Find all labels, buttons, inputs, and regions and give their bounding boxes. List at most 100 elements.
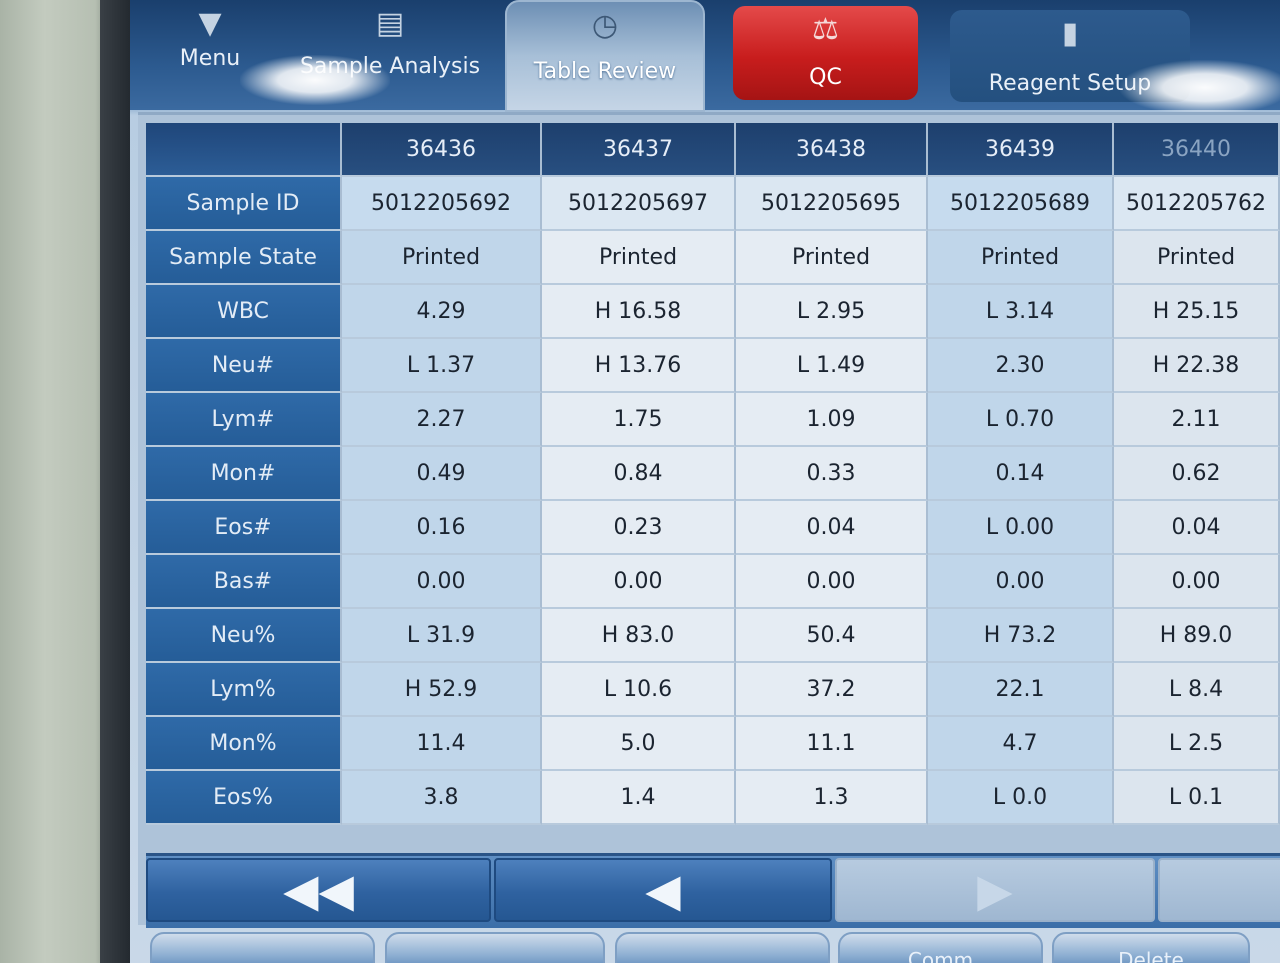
screen-glare	[240, 55, 390, 105]
table-cell[interactable]: Printed	[736, 231, 928, 285]
column-header-36439[interactable]: 36439	[928, 123, 1114, 177]
first-page-button[interactable]: ◀◀	[146, 858, 491, 922]
table-cell[interactable]: L 0.1	[1114, 771, 1280, 825]
reagent-bottle-icon: ▮	[1061, 16, 1079, 51]
table-cell[interactable]: 5012205689	[928, 177, 1114, 231]
table-cell[interactable]: 0.00	[342, 555, 542, 609]
table-cell[interactable]: 0.84	[542, 447, 736, 501]
table-cell[interactable]: 0.23	[542, 501, 736, 555]
table-cell[interactable]: H 13.76	[542, 339, 736, 393]
tab-qc-label: QC	[809, 65, 842, 90]
table-row: Lym# 2.27 1.75 1.09 L 0.70 2.11	[146, 393, 1280, 447]
table-cell[interactable]: L 0.00	[928, 501, 1114, 555]
table-cell[interactable]: Printed	[342, 231, 542, 285]
table-cell[interactable]: L 8.4	[1114, 663, 1280, 717]
table-cell[interactable]: Printed	[542, 231, 736, 285]
table-cell[interactable]: 4.29	[342, 285, 542, 339]
comm-button[interactable]: Comm	[838, 932, 1043, 963]
table-cell[interactable]: 5012205695	[736, 177, 928, 231]
table-cell[interactable]: H 83.0	[542, 609, 736, 663]
column-header-36437[interactable]: 36437	[542, 123, 736, 177]
table-cell[interactable]: H 16.58	[542, 285, 736, 339]
prev-page-button[interactable]: ◀	[494, 858, 832, 922]
column-header-36440[interactable]: 36440	[1114, 123, 1280, 177]
row-label: Bas#	[146, 555, 342, 609]
table-cell[interactable]: L 3.14	[928, 285, 1114, 339]
table-cell[interactable]: L 0.70	[928, 393, 1114, 447]
tab-table-review-label: Table Review	[533, 59, 677, 84]
table-cell[interactable]: 0.62	[1114, 447, 1280, 501]
table-cell[interactable]: H 73.2	[928, 609, 1114, 663]
table-cell[interactable]: L 1.37	[342, 339, 542, 393]
table-row: Sample ID 5012205692 5012205697 5012205695 5…	[146, 177, 1280, 231]
table-cell[interactable]: H 22.38	[1114, 339, 1280, 393]
table-cell[interactable]: L 1.49	[736, 339, 928, 393]
table-cell[interactable]: H 52.9	[342, 663, 542, 717]
row-label: Eos#	[146, 501, 342, 555]
chevron-down-icon: ▼	[198, 6, 222, 41]
table-cell[interactable]: Printed	[1114, 231, 1280, 285]
table-cell[interactable]: H 89.0	[1114, 609, 1280, 663]
table-cell[interactable]: L 2.5	[1114, 717, 1280, 771]
table-cell[interactable]: 0.00	[1114, 555, 1280, 609]
bottom-button-1[interactable]	[150, 932, 375, 963]
table-cell[interactable]: L 2.95	[736, 285, 928, 339]
table-cell[interactable]: 0.14	[928, 447, 1114, 501]
table-cell[interactable]: 0.16	[342, 501, 542, 555]
table-cell[interactable]: 5012205697	[542, 177, 736, 231]
pager-bar: ◀◀ ◀ ▶	[146, 853, 1280, 928]
table-cell[interactable]: 0.33	[736, 447, 928, 501]
table-cell[interactable]: Printed	[928, 231, 1114, 285]
table-cell[interactable]: 2.30	[928, 339, 1114, 393]
bottom-button-2[interactable]	[385, 932, 605, 963]
next-page-button[interactable]: ▶	[835, 858, 1155, 922]
column-header-36436[interactable]: 36436	[342, 123, 542, 177]
left-arrow-icon: ◀	[645, 863, 681, 917]
table-cell[interactable]: 4.7	[928, 717, 1114, 771]
table-row: Neu% L 31.9 H 83.0 50.4 H 73.2 H 89.0	[146, 609, 1280, 663]
bottom-button-3[interactable]	[615, 932, 830, 963]
row-label: Lym%	[146, 663, 342, 717]
table-cell[interactable]: 5012205692	[342, 177, 542, 231]
last-page-button[interactable]	[1158, 858, 1280, 922]
tab-table-review[interactable]: ◷ Table Review	[505, 0, 705, 112]
table-cell[interactable]: 0.49	[342, 447, 542, 501]
table-cell[interactable]: 0.00	[736, 555, 928, 609]
table-cell[interactable]: 3.8	[342, 771, 542, 825]
table-row: Neu# L 1.37 H 13.76 L 1.49 2.30 H 22.38	[146, 339, 1280, 393]
table-cell[interactable]: 1.3	[736, 771, 928, 825]
table-row: Bas# 0.00 0.00 0.00 0.00 0.00	[146, 555, 1280, 609]
table-cell[interactable]: 1.09	[736, 393, 928, 447]
results-table: 36436 36437 36438 36439 36440 Sample ID 5…	[146, 123, 1280, 825]
table-cell[interactable]: L 0.0	[928, 771, 1114, 825]
row-label: Neu#	[146, 339, 342, 393]
table-cell[interactable]: 2.27	[342, 393, 542, 447]
tab-menu[interactable]: ▼ Menu	[150, 0, 270, 105]
column-header-36438[interactable]: 36438	[736, 123, 928, 177]
table-cell[interactable]: 11.4	[342, 717, 542, 771]
table-cell[interactable]: 11.1	[736, 717, 928, 771]
table-cell[interactable]: 2.11	[1114, 393, 1280, 447]
table-cell[interactable]: 22.1	[928, 663, 1114, 717]
top-navigation: ▼ Menu ▤ Sample Analysis ◷ Table Review …	[130, 0, 1280, 115]
delete-button[interactable]: Delete	[1052, 932, 1250, 963]
table-cell[interactable]: 0.04	[736, 501, 928, 555]
table-cell[interactable]: 5.0	[542, 717, 736, 771]
table-cell[interactable]: 0.00	[928, 555, 1114, 609]
table-cell[interactable]: L 10.6	[542, 663, 736, 717]
table-cell[interactable]: 37.2	[736, 663, 928, 717]
table-cell[interactable]: 0.00	[542, 555, 736, 609]
table-cell[interactable]: 5012205762	[1114, 177, 1280, 231]
tab-qc[interactable]: ⚖ QC	[733, 6, 918, 100]
table-cell[interactable]: 50.4	[736, 609, 928, 663]
table-cell[interactable]: 0.04	[1114, 501, 1280, 555]
table-cell[interactable]: L 31.9	[342, 609, 542, 663]
double-left-arrow-icon: ◀◀	[283, 863, 354, 917]
table-cell[interactable]: 1.4	[542, 771, 736, 825]
table-row: Eos% 3.8 1.4 1.3 L 0.0 L 0.1	[146, 771, 1280, 825]
row-label: Sample State	[146, 231, 342, 285]
tab-menu-label: Menu	[179, 46, 241, 71]
table-cell[interactable]: H 25.15	[1114, 285, 1280, 339]
table-cell[interactable]: 1.75	[542, 393, 736, 447]
row-label: Mon#	[146, 447, 342, 501]
